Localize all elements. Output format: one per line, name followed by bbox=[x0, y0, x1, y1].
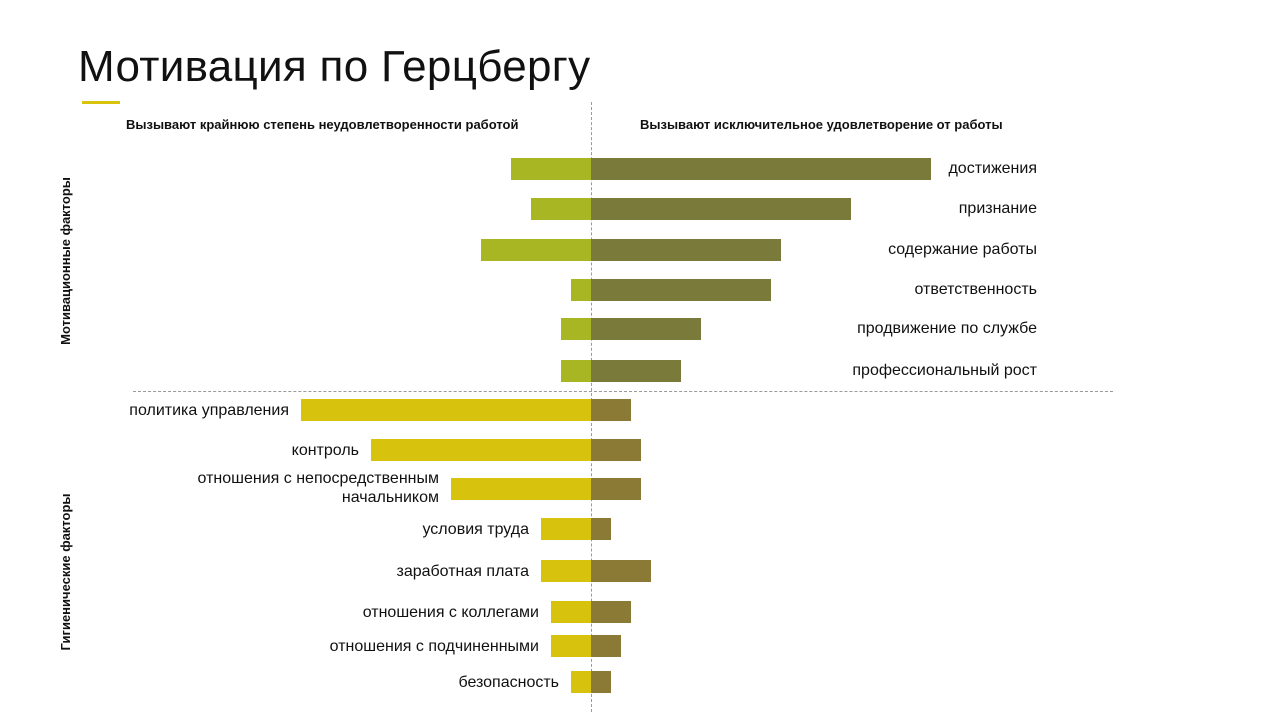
bar-left-0 bbox=[511, 158, 591, 180]
bar-left-5 bbox=[561, 360, 591, 382]
bar-left-13 bbox=[571, 671, 591, 693]
bar-left-12 bbox=[551, 635, 591, 657]
bar-left-3 bbox=[571, 279, 591, 301]
category-label-8: отношения с непосредственным начальником bbox=[197, 470, 439, 506]
left-column-heading: Вызывают крайнюю степень неудовлетворенн… bbox=[126, 117, 519, 132]
bar-left-1 bbox=[531, 198, 591, 220]
bar-right-6 bbox=[591, 399, 631, 421]
category-label-0: достижения bbox=[948, 160, 1037, 177]
bar-right-7 bbox=[591, 439, 641, 461]
bar-right-2 bbox=[591, 239, 781, 261]
right-column-heading: Вызывают исключительное удовлетворение о… bbox=[640, 117, 1003, 132]
bar-right-8 bbox=[591, 478, 641, 500]
bar-left-9 bbox=[541, 518, 591, 540]
category-label-10: заработная плата bbox=[396, 562, 529, 580]
bar-left-7 bbox=[371, 439, 591, 461]
category-label-6: политика управления bbox=[129, 401, 289, 419]
bar-right-11 bbox=[591, 601, 631, 623]
category-label-4: продвижение по службе bbox=[857, 320, 1037, 337]
bar-right-9 bbox=[591, 518, 611, 540]
category-label-2: содержание работы bbox=[888, 241, 1037, 258]
group-label-motivation: Мотивационные факторы bbox=[58, 177, 73, 345]
bar-right-1 bbox=[591, 198, 851, 220]
bar-left-2 bbox=[481, 239, 591, 261]
bar-right-12 bbox=[591, 635, 621, 657]
bar-left-8 bbox=[451, 478, 591, 500]
title-accent-line bbox=[82, 101, 120, 104]
category-label-5: профессиональный рост bbox=[852, 362, 1037, 379]
bar-right-13 bbox=[591, 671, 611, 693]
bar-right-10 bbox=[591, 560, 651, 582]
bar-right-0 bbox=[591, 158, 931, 180]
category-label-1: признание bbox=[958, 200, 1037, 217]
bar-left-11 bbox=[551, 601, 591, 623]
category-label-3: ответственность bbox=[914, 281, 1038, 298]
group-separator-line bbox=[133, 391, 1113, 392]
category-label-13: безопасность bbox=[458, 673, 559, 691]
bar-left-10 bbox=[541, 560, 591, 582]
category-label-11: отношения с коллегами bbox=[362, 603, 539, 621]
bar-right-3 bbox=[591, 279, 771, 301]
category-label-9: условия труда bbox=[422, 520, 529, 538]
category-label-7: контроль bbox=[291, 441, 359, 459]
bar-right-5 bbox=[591, 360, 681, 382]
bar-left-6 bbox=[301, 399, 591, 421]
bar-right-4 bbox=[591, 318, 701, 340]
category-label-12: отношения с подчиненными bbox=[329, 637, 539, 655]
bar-left-4 bbox=[561, 318, 591, 340]
group-label-hygiene: Гигиенические факторы bbox=[58, 493, 73, 651]
page-title: Мотивация по Герцбергу bbox=[78, 42, 591, 91]
